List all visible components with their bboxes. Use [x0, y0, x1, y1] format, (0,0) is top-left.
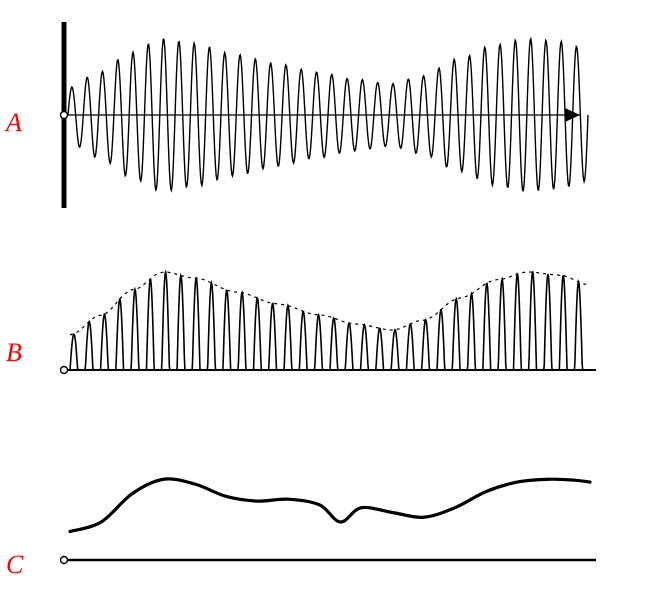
panel-label-a: A — [6, 108, 22, 138]
origin-marker-icon — [61, 367, 68, 374]
panel-c-envelope — [60, 430, 600, 570]
rectified-wave — [70, 272, 590, 370]
envelope-curve — [70, 479, 590, 532]
origin-marker-icon — [61, 112, 68, 119]
origin-marker-icon — [61, 557, 68, 564]
panel-a-oscillogram — [60, 20, 600, 210]
figure-stage: A B C — [0, 0, 650, 590]
panel-b-rectified — [60, 250, 600, 375]
panel-label-c: C — [6, 550, 23, 580]
panel-label-b: B — [6, 338, 22, 368]
